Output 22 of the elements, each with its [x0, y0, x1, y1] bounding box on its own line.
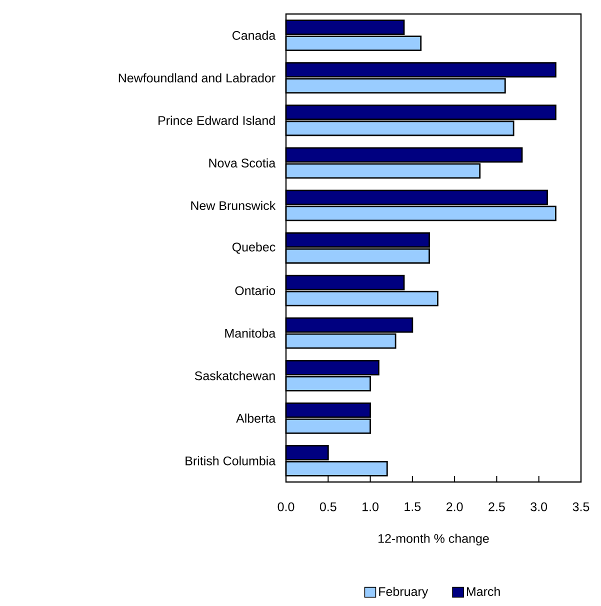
legend-label: March: [466, 586, 500, 596]
y-tick-label: Newfoundland and Labrador: [118, 73, 276, 82]
y-tick-label: Ontario: [235, 286, 276, 296]
y-tick-label: Canada: [232, 30, 276, 40]
x-tick-label: 3.5: [572, 502, 590, 512]
x-tick-label: 0.0: [278, 502, 294, 512]
y-tick-label: Prince Edward Island: [158, 116, 275, 125]
y-tick-label: Nova Scotia: [209, 158, 276, 168]
x-axis-title: 12-month % change: [378, 534, 489, 546]
y-tick-label: New Brunswick: [191, 200, 276, 210]
y-tick-label: British Columbia: [186, 456, 276, 466]
y-tick-label: Alberta: [236, 414, 276, 423]
x-tick-label: 3.0: [530, 502, 548, 512]
legend-label: February: [379, 586, 428, 598]
x-tick-label: 1.5: [404, 502, 421, 512]
x-tick-label: 2.5: [488, 502, 505, 512]
x-tick-label: 1.0: [362, 502, 378, 512]
y-tick-label: Quebec: [232, 242, 276, 254]
y-tick-label: Saskatchewan: [194, 371, 275, 380]
y-tick-label: Manitoba: [225, 328, 276, 338]
x-tick-label: 2.0: [446, 502, 463, 512]
x-tick-label: 0.5: [320, 502, 336, 512]
